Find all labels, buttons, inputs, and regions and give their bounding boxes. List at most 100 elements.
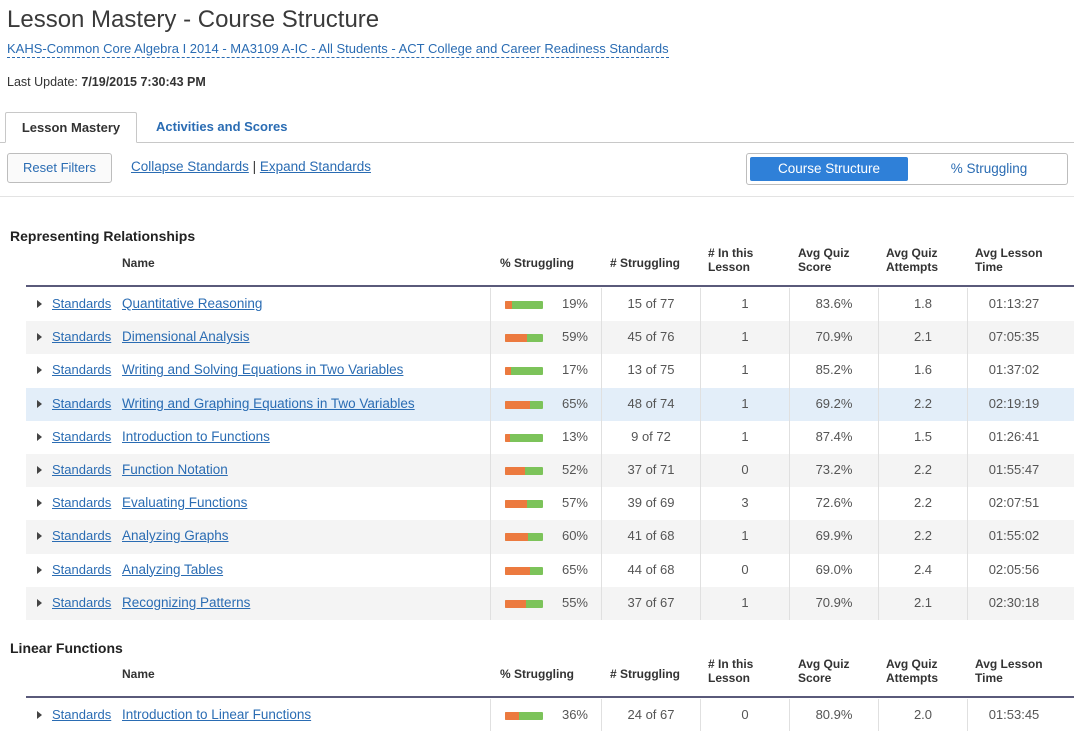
expand-arrow-icon[interactable] bbox=[37, 432, 42, 441]
lesson-name-link[interactable]: Introduction to Functions bbox=[122, 428, 270, 444]
expand-arrow-icon[interactable] bbox=[37, 598, 42, 607]
struggling-bar-fill bbox=[505, 433, 510, 442]
expand-arrow-icon[interactable] bbox=[37, 711, 42, 719]
col-avg-lesson-time-header[interactable]: Avg Lesson Time bbox=[975, 657, 1043, 685]
avg-quiz-score: 80.9% bbox=[815, 707, 853, 722]
expand-arrow-icon[interactable] bbox=[37, 300, 42, 308]
lesson-name-link[interactable]: Function Notation bbox=[122, 461, 228, 477]
lesson-name-link[interactable]: Recognizing Patterns bbox=[122, 594, 251, 610]
struggling-bar-fill bbox=[505, 301, 513, 309]
col-num-struggling-header[interactable]: # Struggling bbox=[610, 667, 680, 681]
struggling-bar bbox=[505, 367, 543, 376]
avg-lesson-time: 01:53:45 bbox=[988, 707, 1040, 722]
table-row[interactable]: Standards Writing and Solving Equations i… bbox=[26, 354, 1074, 388]
standards-link[interactable]: Standards bbox=[52, 362, 112, 378]
cell-divider bbox=[878, 520, 879, 554]
standards-link[interactable]: Standards bbox=[52, 561, 112, 577]
lesson-name-link[interactable]: Quantitative Reasoning bbox=[122, 296, 263, 311]
col-pct-struggling-header[interactable]: % Struggling bbox=[500, 667, 574, 681]
standards-link[interactable]: Standards bbox=[52, 461, 112, 477]
lesson-name-link[interactable]: Writing and Graphing Equations in Two Va… bbox=[122, 395, 415, 411]
table-row[interactable]: Standards Writing and Graphing Equations … bbox=[26, 387, 1074, 421]
table-row[interactable]: Standards Analyzing Graphs 60% 41 of 68 1 69.… bbox=[26, 520, 1074, 554]
num-struggling: 41 of 68 bbox=[627, 528, 675, 544]
standards-link[interactable]: Standards bbox=[52, 296, 112, 311]
link-separator: | bbox=[252, 159, 257, 174]
lesson-name-link[interactable]: Dimensional Analysis bbox=[122, 329, 250, 345]
cell-divider bbox=[878, 487, 879, 521]
standards-link[interactable]: Standards bbox=[52, 495, 112, 511]
avg-quiz-score: 69.2% bbox=[815, 395, 853, 411]
table-header: Name % Struggling # Struggling # In this Le… bbox=[26, 246, 1074, 287]
num-in-lesson: 1 bbox=[741, 329, 749, 345]
expand-arrow-icon[interactable] bbox=[37, 499, 42, 508]
col-in-lesson-header[interactable]: # In this Lesson bbox=[708, 657, 754, 685]
standards-link[interactable]: Standards bbox=[52, 329, 112, 345]
cell-divider bbox=[601, 453, 602, 488]
cell-divider bbox=[789, 321, 790, 355]
col-avg-quiz-score-header[interactable]: Avg Quiz Score bbox=[798, 657, 850, 685]
col-num-struggling-header[interactable]: # Struggling bbox=[610, 256, 680, 270]
expand-arrow-icon[interactable] bbox=[37, 333, 42, 342]
table-row[interactable]: Standards Introduction to Linear Function… bbox=[26, 699, 1074, 731]
struggling-bar-fill bbox=[505, 334, 528, 343]
num-in-lesson: 1 bbox=[741, 395, 749, 411]
tab-lesson-mastery[interactable]: Lesson Mastery bbox=[5, 112, 137, 143]
num-in-lesson: 1 bbox=[741, 362, 749, 378]
lesson-name-link[interactable]: Writing and Solving Equations in Two Var… bbox=[122, 362, 404, 378]
col-in-lesson-header[interactable]: # In this Lesson bbox=[708, 246, 754, 274]
cell-divider bbox=[601, 387, 602, 421]
expand-standards-link[interactable]: Expand Standards bbox=[259, 159, 371, 174]
col-name-header[interactable]: Name bbox=[122, 667, 155, 681]
cell-divider bbox=[601, 487, 602, 521]
course-subtitle-link[interactable]: KAHS-Common Core Algebra I 2014 - MA3109… bbox=[7, 41, 669, 58]
table-row[interactable]: Standards Quantitative Reasoning 19% 15 of … bbox=[26, 288, 1074, 322]
col-avg-quiz-score-header[interactable]: Avg Quiz Score bbox=[798, 246, 850, 274]
course-structure-toggle[interactable]: Course Structure bbox=[750, 157, 908, 181]
collapse-standards-link[interactable]: Collapse Standards bbox=[131, 159, 249, 174]
expand-arrow-icon[interactable] bbox=[37, 532, 42, 541]
table-row[interactable]: Standards Recognizing Patterns 55% 37 of 67… bbox=[26, 586, 1074, 620]
struggling-bar bbox=[505, 500, 543, 509]
reset-filters-button[interactable]: Reset Filters bbox=[7, 153, 112, 183]
col-avg-quiz-attempts-header[interactable]: Avg Quiz Attempts bbox=[886, 246, 939, 274]
table-row[interactable]: Standards Analyzing Tables 65% 44 of 68 0 69.… bbox=[26, 553, 1074, 587]
standards-link[interactable]: Standards bbox=[52, 395, 112, 411]
expand-arrow-icon[interactable] bbox=[37, 366, 42, 375]
table-row[interactable]: Standards Dimensional Analysis 59% 45 of 76… bbox=[26, 321, 1074, 355]
lesson-name-link[interactable]: Analyzing Tables bbox=[122, 561, 224, 577]
table-row[interactable]: Standards Introduction to Functions 13% 9 o… bbox=[26, 420, 1074, 454]
cell-divider bbox=[700, 354, 701, 388]
cell-divider bbox=[601, 288, 602, 322]
table-row[interactable]: Standards Evaluating Functions 57% 39 of 69… bbox=[26, 487, 1074, 521]
cell-divider bbox=[490, 586, 491, 620]
col-avg-lesson-time-header[interactable]: Avg Lesson Time bbox=[975, 246, 1043, 274]
col-avg-quiz-attempts-header[interactable]: Avg Quiz Attempts bbox=[886, 657, 939, 685]
lesson-name-link[interactable]: Introduction to Linear Functions bbox=[122, 707, 312, 722]
struggling-bar-fill bbox=[505, 712, 519, 720]
expand-arrow-icon[interactable] bbox=[37, 565, 42, 574]
table-body: Standards Quantitative Reasoning 19% 15 of … bbox=[26, 288, 1074, 620]
col-pct-struggling-header[interactable]: % Struggling bbox=[500, 256, 574, 270]
col-name-header[interactable]: Name bbox=[122, 256, 155, 270]
lesson-name-link[interactable]: Evaluating Functions bbox=[122, 495, 248, 511]
num-struggling: 9 of 72 bbox=[631, 428, 671, 444]
standards-link[interactable]: Standards bbox=[52, 594, 112, 610]
cell-divider bbox=[490, 354, 491, 388]
avg-quiz-attempts: 2.1 bbox=[913, 329, 933, 345]
expand-arrow-icon[interactable] bbox=[37, 465, 42, 474]
avg-quiz-score: 87.4% bbox=[815, 428, 853, 444]
pct-struggling: 55% bbox=[561, 594, 588, 610]
tab-activities-and-scores[interactable]: Activities and Scores bbox=[156, 119, 288, 134]
standards-link[interactable]: Standards bbox=[52, 707, 112, 722]
table-row[interactable]: Standards Function Notation 52% 37 of 71 0 73… bbox=[26, 453, 1074, 488]
cell-divider bbox=[700, 586, 701, 620]
percent-struggling-toggle[interactable]: % Struggling bbox=[950, 161, 1028, 176]
standards-link[interactable]: Standards bbox=[52, 528, 112, 544]
lesson-name-link[interactable]: Analyzing Graphs bbox=[122, 528, 229, 544]
standards-link[interactable]: Standards bbox=[52, 428, 112, 444]
cell-divider bbox=[601, 321, 602, 355]
cell-divider bbox=[789, 354, 790, 388]
expand-arrow-icon[interactable] bbox=[37, 399, 42, 408]
cell-divider bbox=[878, 553, 879, 587]
